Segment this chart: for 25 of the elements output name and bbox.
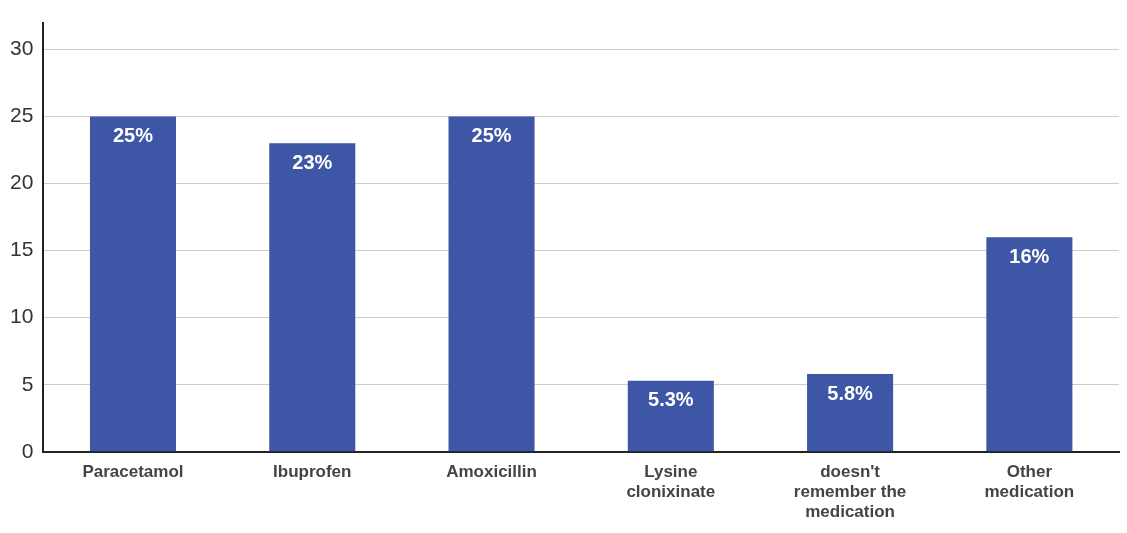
x-tick-label: Other medication: [984, 461, 1075, 502]
bar: [448, 116, 535, 452]
x-tick-label: Lysine clonixinate: [626, 461, 716, 502]
data-label: 25%: [112, 124, 154, 146]
data-label: 5.8%: [827, 381, 874, 404]
data-label: 25%: [471, 124, 512, 146]
y-tick-label: 20: [10, 170, 34, 194]
x-tick-label: Ibuprofen: [273, 461, 352, 481]
bar: [627, 380, 714, 452]
bar: [986, 237, 1073, 452]
x-tick-label: doesn't remember the medication: [793, 461, 907, 522]
data-label: 23%: [292, 150, 333, 173]
data-label: 5.3%: [648, 388, 694, 411]
y-tick-label: 0: [21, 438, 34, 462]
x-tick-label: Amoxicillin: [446, 461, 537, 481]
x-tick-label: Paracetamol: [82, 461, 184, 481]
bar: [269, 143, 356, 452]
bar: [89, 116, 177, 452]
y-tick-label: 15: [10, 237, 34, 261]
y-tick-label: 5: [21, 371, 34, 395]
y-tick-label: 10: [10, 304, 34, 328]
data-label: 16%: [1009, 244, 1050, 267]
y-tick-label: 25: [10, 103, 34, 127]
y-tick-label: 30: [10, 36, 34, 60]
bar: [807, 374, 894, 452]
